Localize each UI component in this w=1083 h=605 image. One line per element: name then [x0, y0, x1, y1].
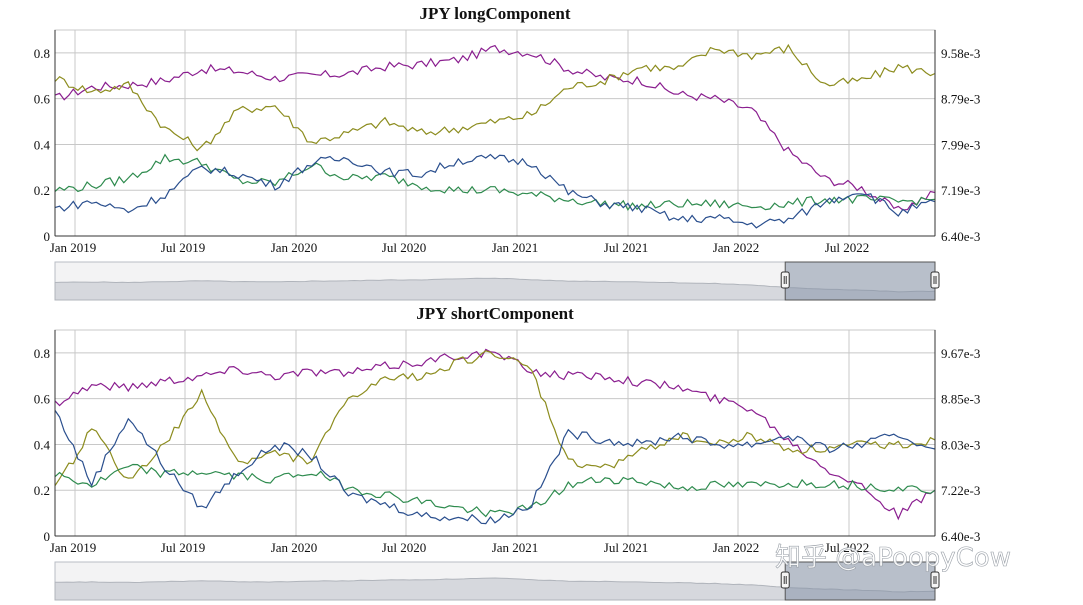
y-right-tick-label: 6.40e-3 [941, 529, 980, 544]
x-tick-label: Jul 2022 [825, 540, 869, 555]
x-tick-label: Jul 2019 [161, 240, 205, 255]
chart-title-short: JPY shortComponent [416, 304, 574, 323]
navigator-handle-right[interactable] [930, 271, 940, 289]
y-left-tick-label: 0.8 [34, 346, 50, 361]
y-right-tick-label: 7.22e-3 [941, 483, 980, 498]
short-component-panel: JPY shortComponent 0 6.40e-3 0.2 7.22e-3 0.4… [34, 304, 981, 555]
y-left-tick-label: 0.2 [34, 483, 50, 498]
y-left-tick-label: 0.4 [34, 137, 51, 152]
navigator-handle-right[interactable] [930, 571, 940, 589]
y-left-tick-label: 0.4 [34, 437, 51, 452]
x-tick-label: Jul 2021 [604, 240, 648, 255]
x-tick-label: Jan 2021 [492, 240, 539, 255]
chart-title-long: JPY longComponent [420, 4, 571, 23]
watermark: 知乎 @aPoopyCow [775, 543, 1011, 573]
series-line-blue [54, 153, 936, 229]
y-right-tick-label: 6.40e-3 [941, 229, 980, 244]
y-left-tick-label: 0.2 [34, 183, 50, 198]
navigator-handle-left[interactable] [780, 571, 790, 589]
x-tick-label: Jan 2021 [492, 540, 539, 555]
series-line-blue [54, 410, 936, 525]
navigator-long[interactable] [54, 261, 940, 301]
x-tick-label: Jan 2022 [713, 540, 760, 555]
x-tick-label: Jul 2020 [382, 240, 426, 255]
y-right-tick-label: 8.03e-3 [941, 437, 980, 452]
y-right-tick-label: 7.99e-3 [941, 137, 980, 152]
y-left-tick-label: 0.6 [34, 92, 51, 107]
series-line-purple [54, 44, 936, 211]
x-tick-label: Jan 2019 [50, 540, 97, 555]
y-left-tick-label: 0.6 [34, 392, 51, 407]
long-component-panel: JPY longComponent 0 6.40e-3 0.2 7.19e-3 0.4 7… [34, 4, 981, 255]
x-tick-label: Jul 2019 [161, 540, 205, 555]
y-right-tick-label: 9.67e-3 [941, 346, 980, 361]
series-line-olive [54, 350, 936, 487]
y-right-tick-label: 7.19e-3 [941, 183, 980, 198]
y-left-tick-label: 0.8 [34, 46, 50, 61]
x-tick-label: Jan 2020 [271, 240, 318, 255]
y-right-tick-label: 8.85e-3 [941, 392, 980, 407]
plot-frame [54, 329, 936, 537]
series-line-green [54, 153, 936, 211]
y-left-tick-label: 0 [44, 229, 51, 244]
x-tick-label: Jul 2021 [604, 540, 648, 555]
series-line-purple [54, 348, 936, 521]
y-right-tick-label: 9.58e-3 [941, 46, 980, 61]
y-left-tick-label: 0 [44, 529, 51, 544]
series-line-green [54, 463, 936, 518]
x-tick-label: Jul 2022 [825, 240, 869, 255]
navigator-handle-left[interactable] [780, 271, 790, 289]
navigator-selection[interactable] [784, 261, 936, 301]
y-right-tick-label: 8.79e-3 [941, 92, 980, 107]
x-tick-label: Jan 2020 [271, 540, 318, 555]
navigator-selection[interactable] [784, 561, 936, 601]
x-tick-label: Jul 2020 [382, 540, 426, 555]
series-line-olive [54, 43, 936, 152]
x-tick-label: Jan 2019 [50, 240, 97, 255]
navigator-short[interactable] [54, 561, 940, 601]
x-tick-label: Jan 2022 [713, 240, 760, 255]
